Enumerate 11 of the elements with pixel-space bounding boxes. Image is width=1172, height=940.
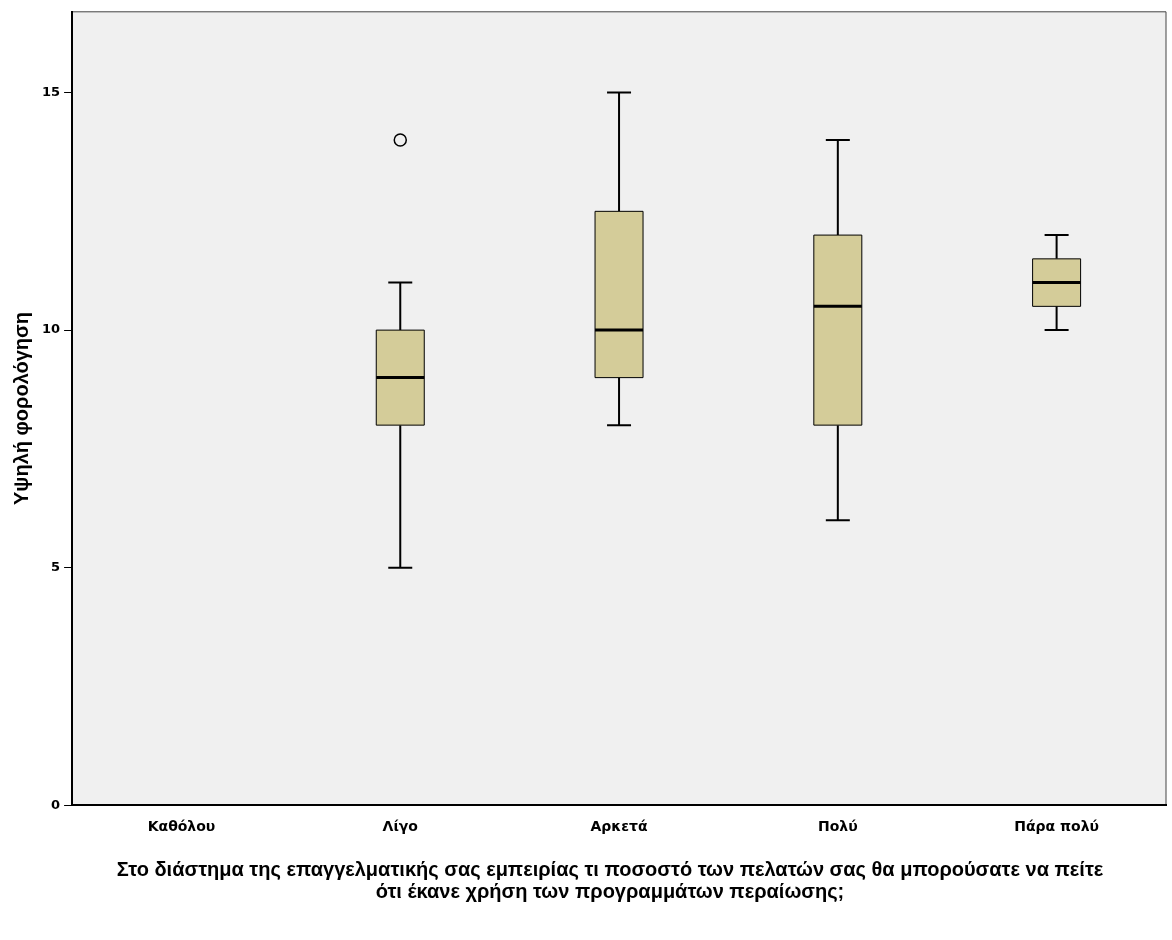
x-tick-label: Πολύ (818, 818, 858, 835)
y-tick-label: 10 (42, 321, 61, 337)
x-tick-label: Αρκετά (590, 818, 648, 835)
y-axis-title: Υψηλή φορολόγηση (9, 312, 32, 505)
x-axis-title: Στο διάστημα της επαγγελματικής σας εμπειρίας τι ποσοστό των πελατών σας θα μπορούσατε να πείτε ότι έκανε χρήση των προγραμμάτων περαίωσης; (115, 858, 1105, 902)
y-tick-label: 0 (51, 796, 61, 812)
y-tick-label: 15 (42, 83, 61, 99)
x-tick-label: Πάρα πολύ (1014, 818, 1100, 835)
x-tick-label: Καθόλου (147, 818, 216, 835)
y-tick-label: 5 (51, 559, 61, 575)
x-tick-label: Λίγο (382, 818, 419, 835)
